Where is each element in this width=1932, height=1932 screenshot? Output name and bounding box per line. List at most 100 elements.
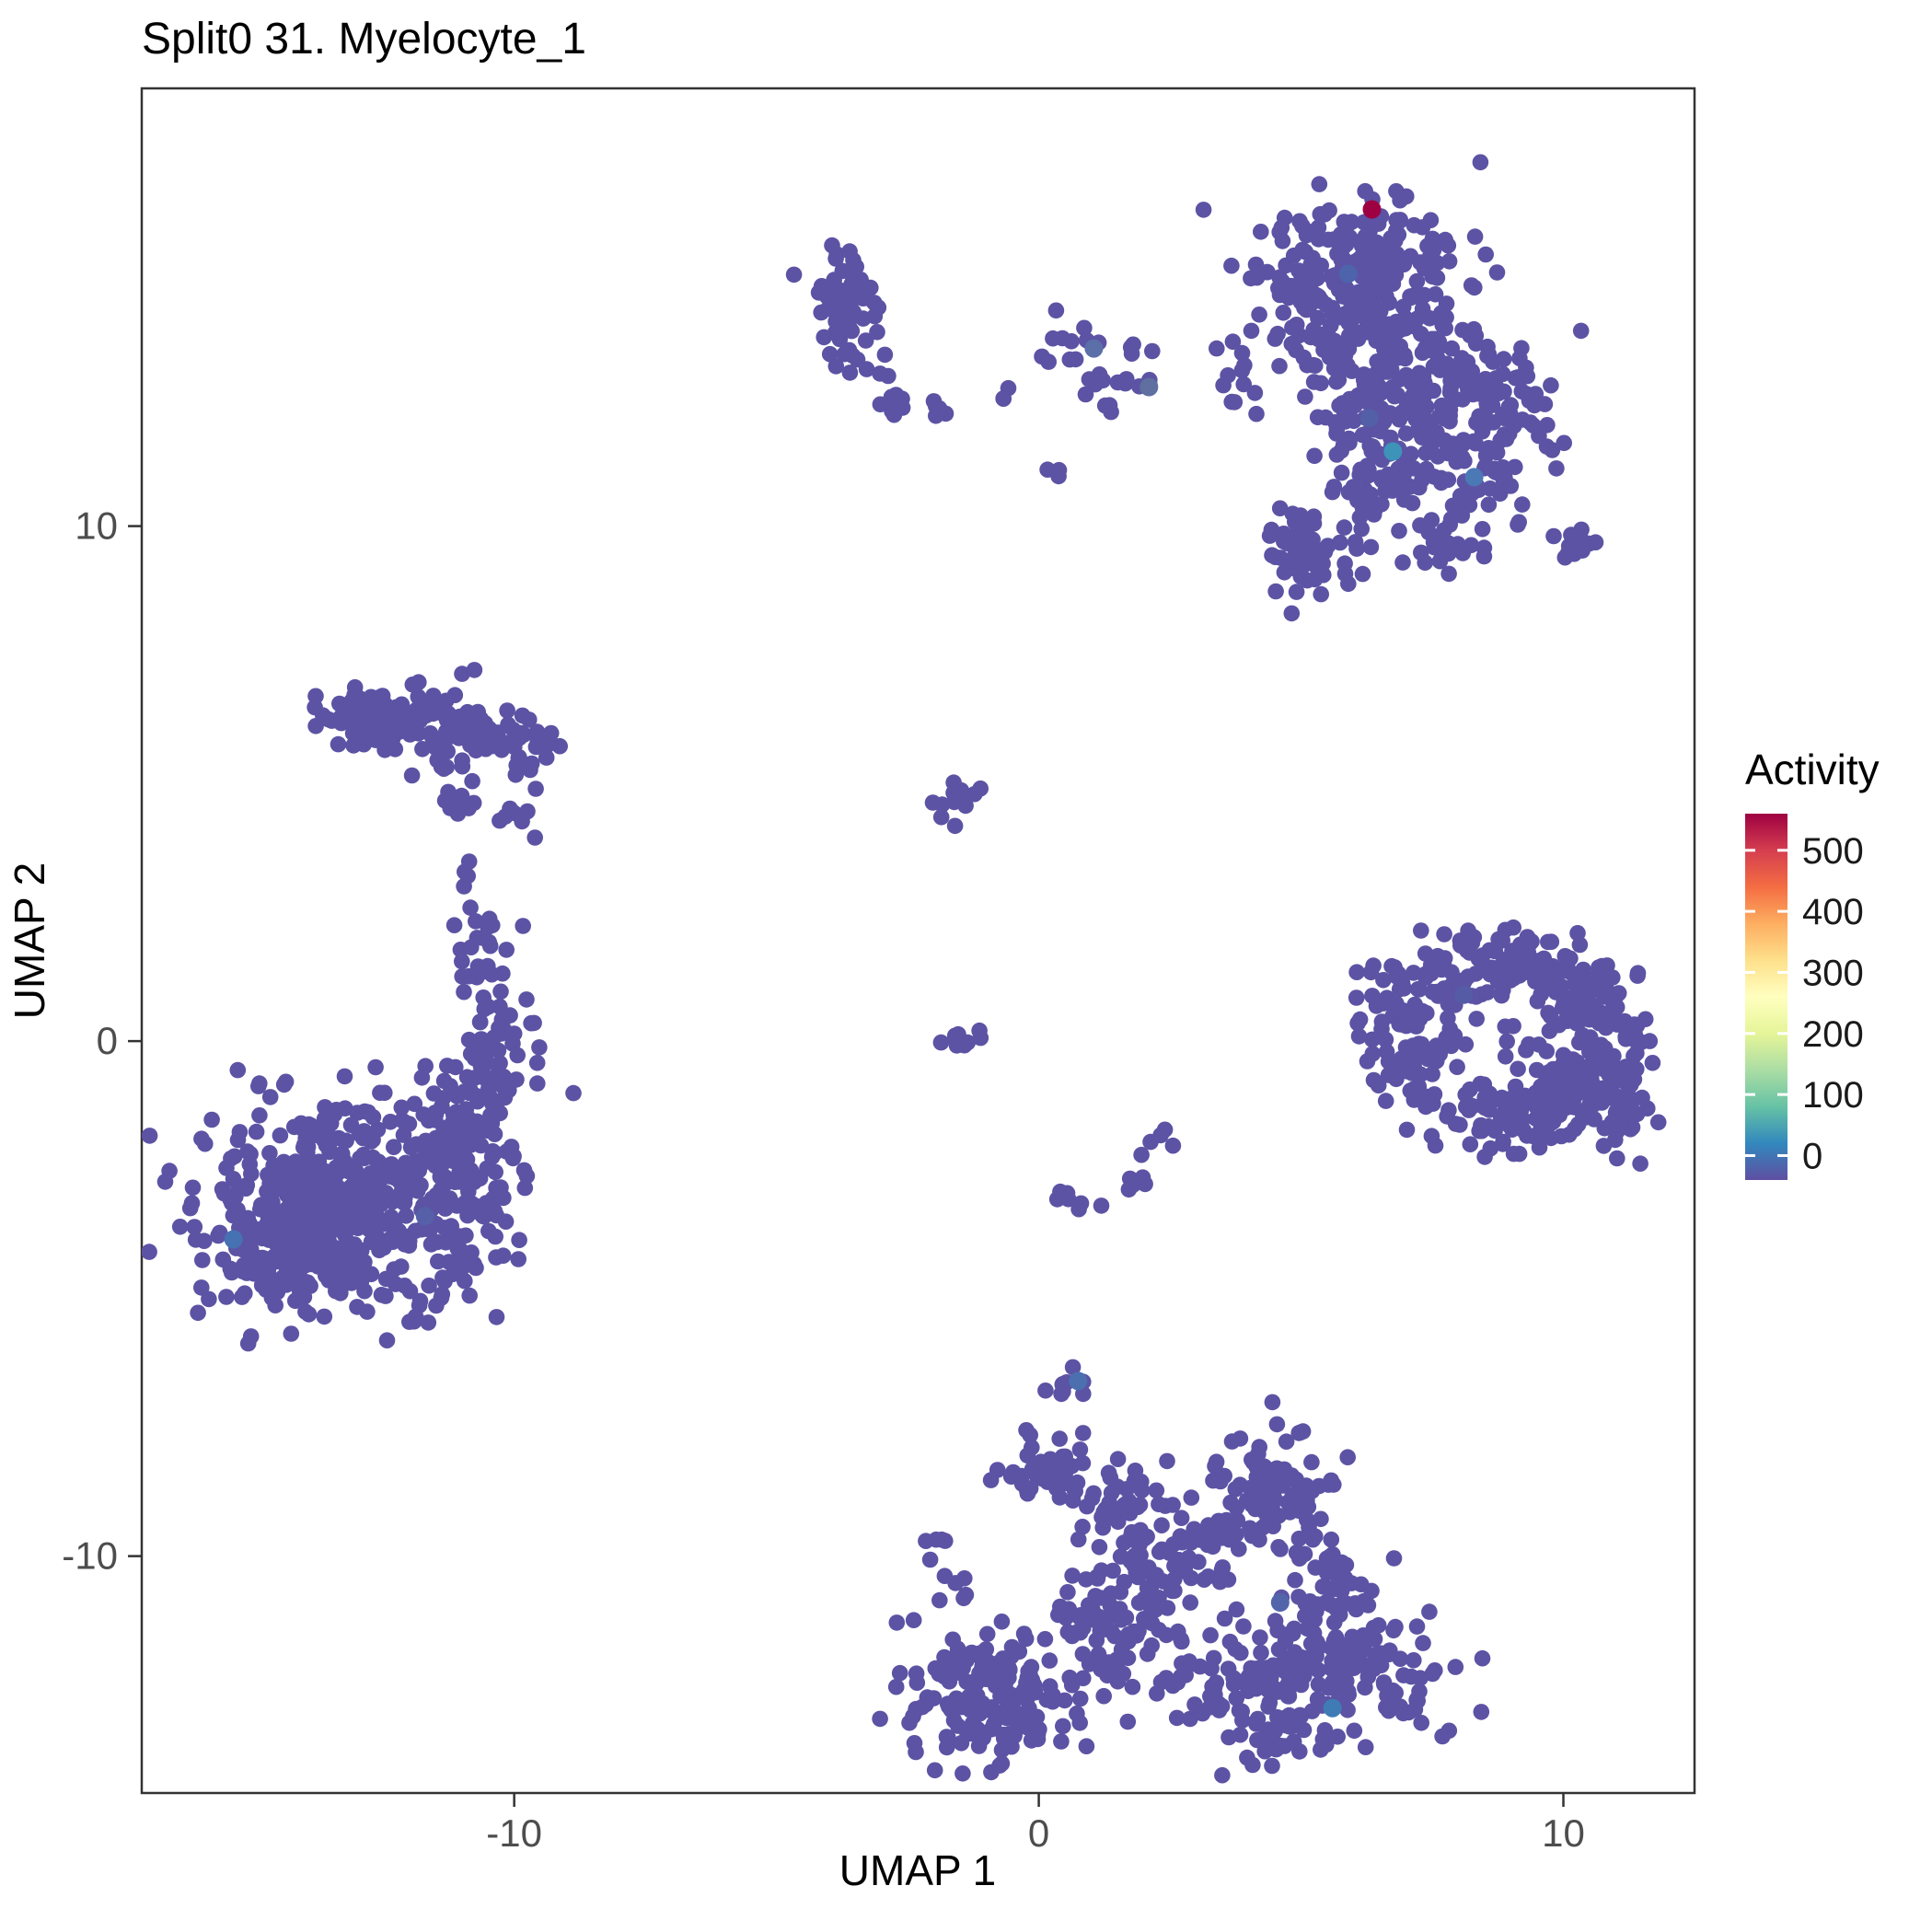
- cell-point: [421, 1278, 437, 1294]
- cell-point: [1208, 1453, 1225, 1470]
- cell-point: [1550, 1062, 1568, 1080]
- cell-point: [1464, 1098, 1481, 1115]
- cell-point: [283, 1325, 300, 1342]
- cell-point: [460, 853, 478, 870]
- cell-point: [1440, 1010, 1456, 1026]
- cell-point: [515, 918, 531, 934]
- cell-point: [872, 365, 888, 382]
- cell-point: [528, 1055, 546, 1071]
- cell-point: [1373, 1013, 1391, 1030]
- cell-point: [1059, 1624, 1077, 1640]
- cell-point: [505, 1148, 522, 1164]
- cell-point: [1180, 1549, 1197, 1567]
- cell-point: [1225, 1676, 1243, 1693]
- cell-point: [1323, 1698, 1342, 1718]
- cell-point: [248, 1123, 265, 1140]
- cell-point: [492, 983, 509, 1001]
- cell-point: [1562, 950, 1579, 967]
- cell-point: [480, 933, 497, 951]
- cell-point: [386, 1139, 402, 1155]
- cell-point: [866, 307, 884, 325]
- cell-point: [1513, 369, 1531, 386]
- cell-point: [1440, 409, 1458, 426]
- cell-point: [214, 1251, 232, 1268]
- cell-point: [1447, 1659, 1464, 1675]
- cell-point: [1311, 1638, 1328, 1655]
- cell-point: [1209, 1528, 1227, 1545]
- cell-point: [1086, 1611, 1103, 1627]
- cell-point: [1494, 365, 1511, 383]
- cell-point: [1143, 1637, 1160, 1654]
- cell-point: [1448, 453, 1465, 470]
- cell-point: [1103, 1485, 1120, 1501]
- cell-point: [1103, 1605, 1119, 1623]
- cell-point: [454, 1259, 471, 1277]
- cell-point: [1616, 1012, 1633, 1030]
- cell-point: [1408, 1018, 1425, 1035]
- cell-point: [1379, 989, 1395, 1006]
- cell-point: [1272, 1737, 1290, 1754]
- cell-point: [1480, 496, 1498, 514]
- cell-point: [441, 1254, 457, 1270]
- cell-point: [1411, 981, 1428, 998]
- cell-point: [1644, 1055, 1661, 1071]
- cell-point: [1069, 1371, 1088, 1391]
- cell-point: [1325, 1476, 1342, 1493]
- cell-point: [450, 1154, 467, 1171]
- cell-point: [449, 1087, 467, 1105]
- cell-point: [1474, 1649, 1491, 1667]
- cell-point: [958, 787, 976, 804]
- cell-point: [1433, 397, 1451, 414]
- cell-point: [1325, 1614, 1343, 1631]
- cell-point: [1510, 514, 1527, 531]
- cell-point: [375, 1216, 391, 1232]
- cell-point: [521, 711, 538, 728]
- x-axis-ticks: -10 0 10: [486, 1793, 1585, 1855]
- cell-point: [1528, 392, 1544, 409]
- cell-point: [1472, 154, 1489, 171]
- cell-point: [1313, 257, 1329, 274]
- cell-point: [1202, 1626, 1219, 1644]
- cell-point: [1489, 973, 1507, 989]
- cell-point: [1274, 1477, 1290, 1494]
- cell-point: [978, 1671, 995, 1687]
- cell-point: [426, 1105, 444, 1121]
- cell-point: [492, 812, 508, 829]
- cell-point: [857, 332, 874, 349]
- cell-point: [1604, 993, 1622, 1011]
- cell-point: [1529, 1086, 1546, 1103]
- cell-point: [1255, 1730, 1271, 1747]
- cell-point: [1641, 1033, 1659, 1049]
- cell-point: [1324, 1640, 1340, 1657]
- cell-point: [1451, 369, 1468, 387]
- cell-point: [1485, 384, 1501, 401]
- cell-point: [310, 1186, 327, 1203]
- cell-point: [468, 1259, 484, 1277]
- cell-point: [1504, 1097, 1521, 1114]
- cell-point: [1071, 1690, 1089, 1707]
- cell-point: [1240, 1683, 1256, 1700]
- cell-point: [1462, 1081, 1478, 1098]
- cell-point: [1136, 1530, 1152, 1547]
- cell-point: [972, 1029, 989, 1047]
- cell-point: [224, 1230, 243, 1249]
- cell-point: [1493, 956, 1510, 974]
- cell-point: [438, 723, 455, 740]
- cell-point: [1296, 1545, 1313, 1563]
- cell-point: [1505, 919, 1521, 936]
- cell-point: [1232, 1430, 1249, 1447]
- cell-point: [542, 724, 560, 742]
- cell-point: [905, 1612, 922, 1628]
- cell-point: [1153, 1517, 1170, 1533]
- cell-point: [295, 1289, 313, 1305]
- cell-point: [1393, 1050, 1410, 1068]
- cell-point: [367, 1059, 384, 1076]
- cell-point: [1424, 1665, 1441, 1683]
- cell-point: [1374, 362, 1391, 378]
- cell-point: [816, 329, 832, 346]
- cell-point: [344, 724, 362, 742]
- cell-point: [1044, 1459, 1061, 1476]
- cell-point: [1362, 200, 1382, 219]
- cell-point: [1479, 984, 1496, 1001]
- cell-point: [414, 741, 431, 758]
